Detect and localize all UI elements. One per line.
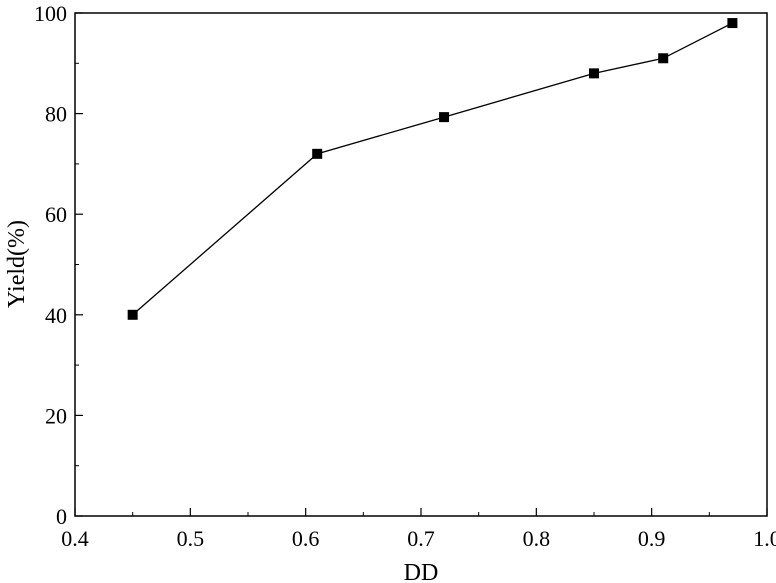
y-tick-label-5: 100 — [34, 1, 67, 26]
y-tick-label-3: 60 — [45, 202, 67, 227]
x-axis-ticks — [74, 508, 768, 516]
series-lines — [132, 22, 733, 316]
x-tick-label-0: 0.4 — [61, 526, 89, 551]
x-axis-tick-labels: 0.4 0.5 0.6 0.7 0.8 0.9 1.0 — [61, 526, 776, 551]
y-tick-label-4: 80 — [45, 102, 67, 127]
y-axis-label: Yield(%) — [4, 220, 30, 308]
x-tick-label-2: 0.6 — [292, 526, 320, 551]
y-axis-ticks — [75, 12, 83, 517]
x-tick-label-6: 1.0 — [753, 526, 776, 551]
y-tick-label-0: 0 — [56, 504, 67, 529]
data-point-0-4 — [658, 53, 669, 64]
data-point-0-2 — [439, 112, 450, 123]
data-point-0-1 — [312, 148, 323, 159]
plot-frame — [74, 12, 768, 517]
y-axis-tick-labels: 0 20 40 60 80 100 — [34, 1, 67, 529]
x-tick-label-5: 0.9 — [638, 526, 666, 551]
data-point-0-3 — [589, 68, 599, 79]
y-tick-label-2: 40 — [45, 303, 67, 328]
x-axis-label: DD — [404, 560, 439, 583]
data-point-0-0 — [127, 309, 138, 320]
x-tick-label-4: 0.8 — [523, 526, 551, 551]
x-tick-label-1: 0.5 — [177, 526, 205, 551]
series-line-0 — [132, 22, 733, 316]
series-points — [127, 18, 738, 320]
x-tick-label-3: 0.7 — [407, 526, 435, 551]
data-point-0-5 — [727, 18, 738, 29]
y-tick-label-1: 20 — [45, 403, 67, 428]
